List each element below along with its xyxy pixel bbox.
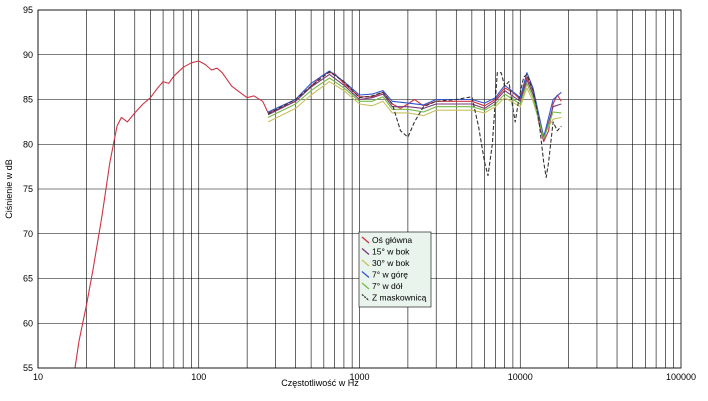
x-axis-label: Częstotliwość w Hz (281, 378, 359, 388)
legend-swatch (361, 248, 370, 255)
legend-swatch (361, 294, 370, 301)
y-tick-label: 70 (23, 229, 33, 239)
y-axis-label: Ciśnienie w dB (4, 159, 14, 219)
grid (37, 9, 681, 369)
legend-entry: 15° w bok (372, 247, 410, 257)
legend-swatch (361, 282, 370, 290)
series-lines (74, 60, 562, 369)
legend-entry: Z maskownicą (372, 293, 427, 303)
tick-labels: 10 100 1000 10000 100000 55 60 65 70 75 80 85 90 95 (23, 5, 696, 382)
legend-swatch (361, 259, 370, 267)
plot-frame (37, 9, 682, 369)
series-line-1 (74, 60, 562, 369)
legend-entry: Oś główna (372, 235, 412, 245)
legend-entry: 30° w bok (372, 258, 410, 268)
x-tick-label: 1000 (349, 372, 369, 382)
legend-swatch (361, 271, 370, 278)
series-line-2 (267, 73, 562, 141)
legend-entry: 7° w dół (372, 281, 402, 291)
series-line-5 (267, 77, 562, 140)
x-tick-label: 10000 (508, 372, 533, 382)
legend-box (358, 231, 432, 308)
y-tick-label: 75 (23, 184, 33, 194)
y-tick-label: 90 (23, 50, 33, 60)
series-line-4 (267, 70, 562, 138)
x-tick-label: 10 (33, 372, 43, 382)
series-line-6 (267, 71, 562, 178)
y-tick-label: 95 (23, 5, 33, 15)
y-tick-label: 60 (23, 318, 33, 328)
x-tick-label: 100 (191, 372, 206, 382)
y-tick-label: 85 (23, 95, 33, 105)
y-tick-label: 65 (23, 274, 33, 284)
legend-swatch (361, 236, 370, 244)
y-tick-label: 80 (23, 139, 33, 149)
legend-entry: 7° w górę (372, 270, 408, 280)
series-line-3 (267, 81, 562, 136)
x-tick-label: 100000 (666, 372, 696, 382)
y-tick-label: 55 (23, 363, 33, 373)
